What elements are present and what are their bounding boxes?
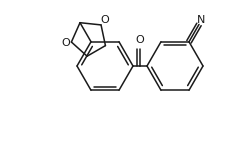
Text: O: O [136, 35, 144, 45]
Text: N: N [197, 15, 206, 25]
Text: O: O [101, 16, 110, 26]
Text: O: O [61, 38, 70, 48]
